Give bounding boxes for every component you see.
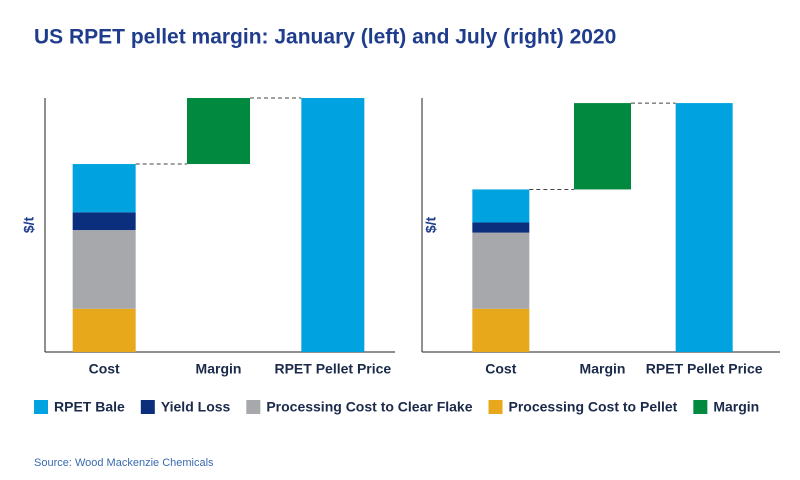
y-axis-label: $/t — [423, 216, 439, 233]
legend-label: Yield Loss — [161, 399, 231, 415]
bar-segment — [472, 189, 530, 223]
legend-swatch — [34, 400, 48, 414]
legend-swatch — [246, 400, 261, 414]
bar-segment — [472, 232, 530, 309]
legend-swatch — [488, 400, 503, 414]
bar-segment — [187, 98, 250, 165]
bar-segment — [675, 103, 733, 352]
x-tick-label: RPET Pellet Price — [274, 361, 391, 377]
bar-segment — [472, 222, 530, 233]
x-tick-label: Cost — [89, 361, 120, 377]
bar-segment — [72, 230, 136, 309]
x-tick-label: Cost — [485, 361, 516, 377]
legend-swatch — [140, 400, 155, 414]
legend-label: Processing Cost to Pellet — [509, 399, 678, 415]
source-note: Source: Wood Mackenzie Chemicals — [34, 457, 214, 469]
bar-segment — [574, 103, 631, 190]
chart-title: US RPET pellet margin: January (left) an… — [34, 26, 616, 49]
x-tick-label: Margin — [580, 361, 626, 377]
legend-label: Margin — [713, 399, 759, 415]
legend-swatch — [693, 400, 708, 414]
bar-segment — [472, 308, 530, 352]
y-axis-label: $/t — [21, 216, 37, 233]
bar-segment — [72, 164, 136, 213]
bar-segment — [301, 98, 365, 352]
x-tick-label: Margin — [196, 361, 242, 377]
bar-segment — [72, 212, 136, 231]
legend-label: Processing Cost to Clear Flake — [266, 399, 472, 415]
bar-segment — [72, 308, 136, 352]
x-tick-label: RPET Pellet Price — [646, 361, 763, 377]
legend-label: RPET Bale — [54, 399, 125, 415]
